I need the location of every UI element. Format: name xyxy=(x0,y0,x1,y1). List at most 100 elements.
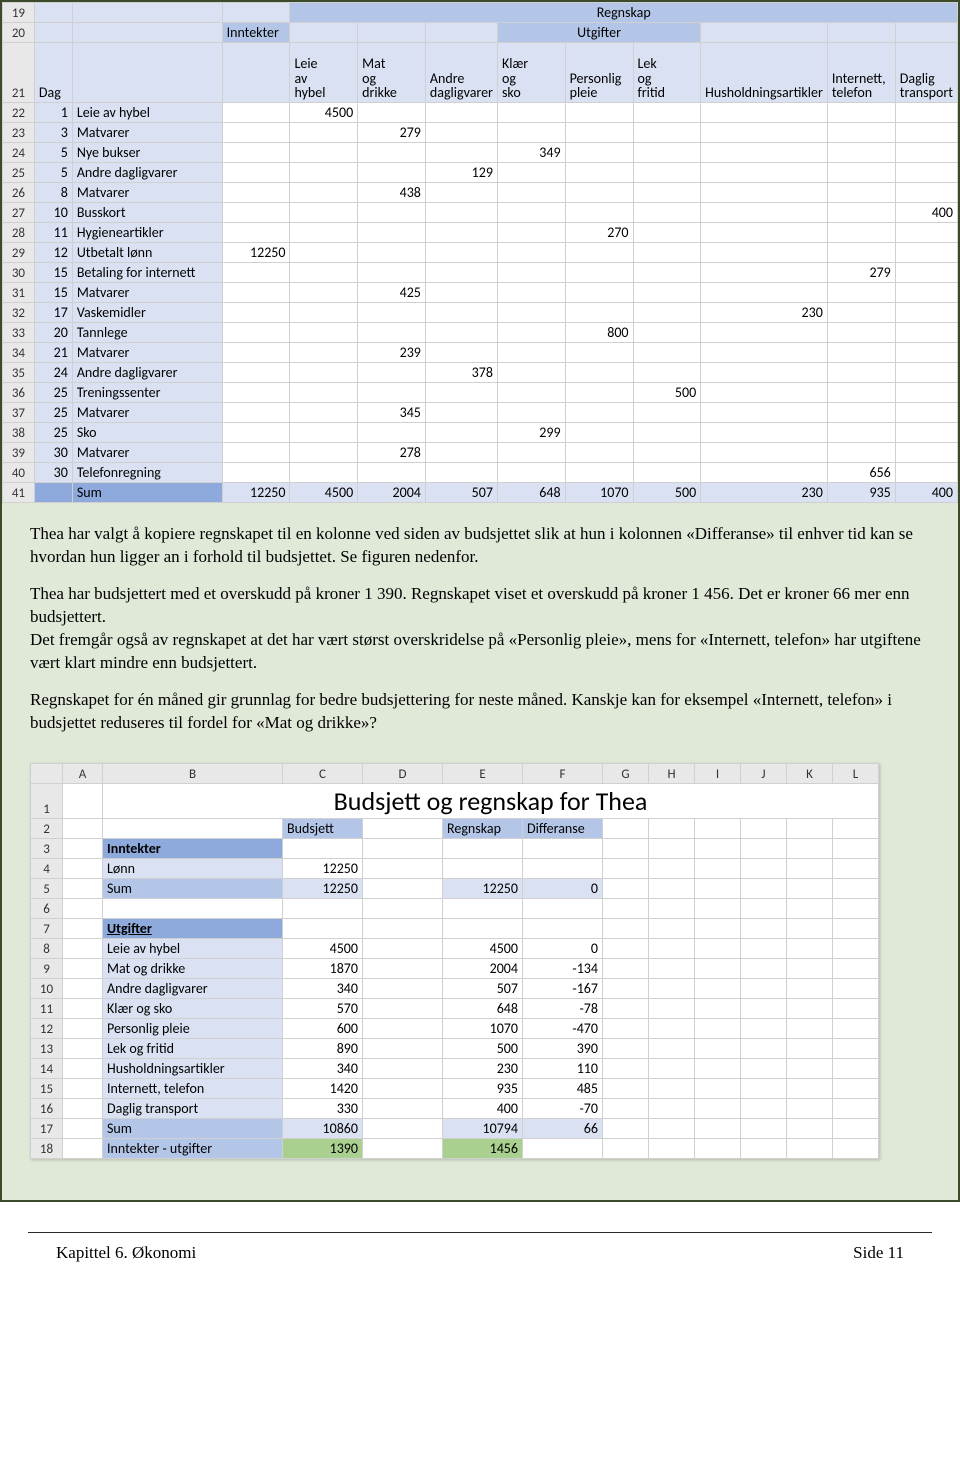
cell: 340 xyxy=(283,978,363,998)
cell: 438 xyxy=(358,183,426,203)
cell xyxy=(827,103,895,123)
cell xyxy=(425,123,497,143)
row-header: 2 xyxy=(31,818,63,838)
cell xyxy=(633,283,701,303)
cell: 15 xyxy=(34,263,72,283)
section-header: Inntekter xyxy=(103,838,283,858)
cell xyxy=(290,443,358,463)
select-all-corner xyxy=(31,763,63,783)
cell xyxy=(565,403,633,423)
cell xyxy=(290,383,358,403)
cell xyxy=(497,343,565,363)
column-header: Internett,telefon xyxy=(827,43,895,103)
row-header: 4 xyxy=(31,858,63,878)
row-header: 36 xyxy=(3,383,35,403)
cell xyxy=(290,323,358,343)
cell xyxy=(425,343,497,363)
cell xyxy=(222,203,290,223)
cell xyxy=(497,383,565,403)
cell xyxy=(290,203,358,223)
cell: 12250 xyxy=(283,858,363,878)
cell xyxy=(358,203,426,223)
cell xyxy=(827,243,895,263)
cell: 378 xyxy=(425,363,497,383)
cell: Leie av hybel xyxy=(72,103,222,123)
cell xyxy=(425,303,497,323)
cell xyxy=(895,183,957,203)
cell xyxy=(827,323,895,343)
column-header: F xyxy=(523,763,603,783)
cell xyxy=(701,163,828,183)
cell: 648 xyxy=(497,483,565,503)
column-header: B xyxy=(103,763,283,783)
cell xyxy=(895,163,957,183)
cell: 20 xyxy=(34,323,72,343)
cell xyxy=(222,403,290,423)
cell xyxy=(222,423,290,443)
cell: Budsjett xyxy=(283,818,363,838)
sheet-title: Budsjett og regnskap for Thea xyxy=(103,783,879,818)
cell xyxy=(895,143,957,163)
cell xyxy=(827,343,895,363)
cell: 239 xyxy=(358,343,426,363)
cell: 279 xyxy=(827,263,895,283)
cell xyxy=(358,463,426,483)
cell xyxy=(290,183,358,203)
cell xyxy=(358,243,426,263)
cell xyxy=(701,403,828,423)
page-footer: Kapittel 6. Økonomi Side 11 xyxy=(28,1232,932,1269)
cell: 5 xyxy=(34,163,72,183)
column-header: Husholdningsartikler xyxy=(701,43,828,103)
cell xyxy=(827,403,895,423)
cell: Hygieneartikler xyxy=(72,223,222,243)
cell xyxy=(358,143,426,163)
cell: 25 xyxy=(34,423,72,443)
cell: 800 xyxy=(565,323,633,343)
cell xyxy=(222,143,290,163)
cell: 11 xyxy=(34,223,72,243)
cell: Klær og sko xyxy=(103,998,283,1018)
cell xyxy=(895,383,957,403)
cell: Internett, telefon xyxy=(103,1078,283,1098)
row-header: 37 xyxy=(3,403,35,423)
cell xyxy=(358,363,426,383)
cell: Differanse xyxy=(523,818,603,838)
cell xyxy=(701,443,828,463)
cell: 25 xyxy=(34,403,72,423)
cell xyxy=(633,243,701,263)
cell: 66 xyxy=(523,1118,603,1138)
cell xyxy=(497,263,565,283)
cell xyxy=(827,223,895,243)
cell: Daglig transport xyxy=(103,1098,283,1118)
cell xyxy=(701,143,828,163)
cell xyxy=(290,403,358,423)
cell xyxy=(425,423,497,443)
cell xyxy=(358,103,426,123)
cell xyxy=(701,223,828,243)
column-header: E xyxy=(443,763,523,783)
cell: 10794 xyxy=(443,1118,523,1138)
cell xyxy=(565,363,633,383)
cell: 500 xyxy=(443,1038,523,1058)
cell: 17 xyxy=(34,303,72,323)
cell: 278 xyxy=(358,443,426,463)
cell: 10 xyxy=(34,203,72,223)
paragraph: Regnskapet for én måned gir grunnlag for… xyxy=(30,689,930,735)
row-header: 33 xyxy=(3,323,35,343)
column-header xyxy=(222,43,290,103)
cell: Andre dagligvarer xyxy=(103,978,283,998)
cell xyxy=(222,123,290,143)
cell xyxy=(633,143,701,163)
column-header: I xyxy=(695,763,741,783)
cell: 12250 xyxy=(222,243,290,263)
cell: 600 xyxy=(283,1018,363,1038)
cell xyxy=(497,223,565,243)
row-header: 9 xyxy=(31,958,63,978)
cell xyxy=(222,343,290,363)
cell xyxy=(827,363,895,383)
column-header: K xyxy=(787,763,833,783)
cell xyxy=(425,103,497,123)
cell xyxy=(565,443,633,463)
row-header: 3 xyxy=(31,838,63,858)
cell: 110 xyxy=(523,1058,603,1078)
